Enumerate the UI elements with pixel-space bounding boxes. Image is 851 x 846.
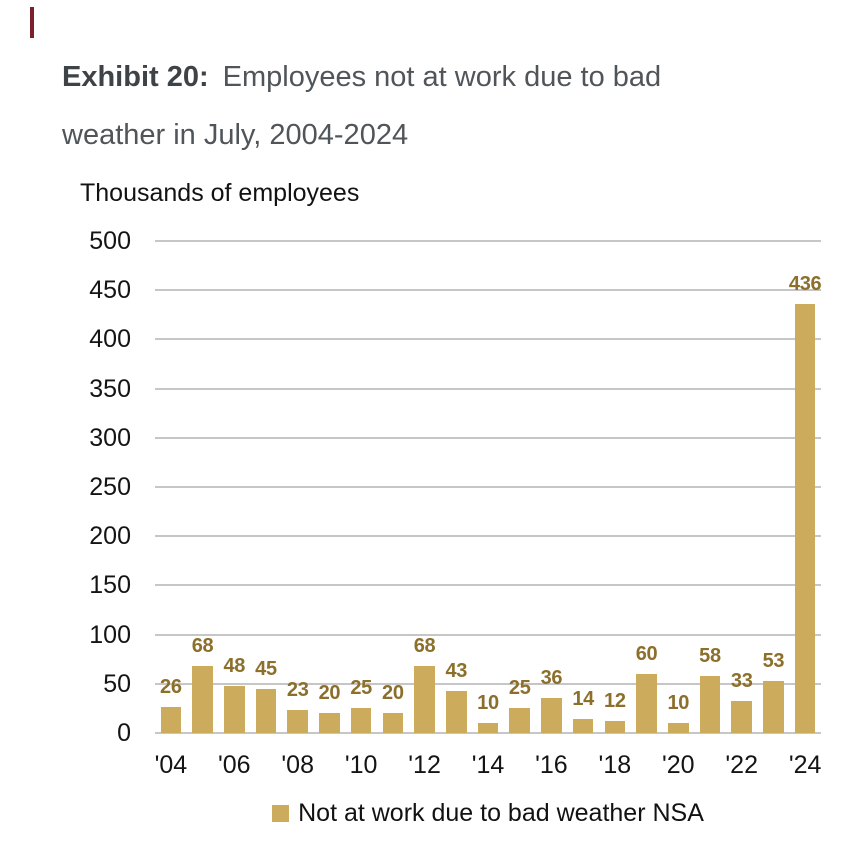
accent-mark [30, 7, 34, 38]
bar-value-label: 26 [160, 676, 182, 699]
y-tick-label: 450 [89, 276, 131, 305]
gridline [155, 732, 821, 734]
bar [541, 697, 562, 733]
x-tick-label: '14 [471, 751, 505, 779]
bar-value-label: 20 [382, 682, 404, 705]
y-axis-labels: 0 50 100 150 200 250 300 350 400 450 500 [50, 227, 131, 747]
y-axis-title: Thousands of employees [80, 179, 360, 207]
x-tick-label: '18 [598, 751, 632, 779]
bar-value-label: 36 [540, 666, 563, 689]
bar [255, 688, 277, 733]
bar-value-label: 33 [730, 669, 753, 692]
x-tick-label: '06 [217, 751, 251, 779]
bar [477, 723, 499, 733]
bar-value-label: 43 [445, 659, 468, 682]
bar [604, 721, 626, 733]
bar-value-label: 10 [667, 692, 690, 715]
bar [699, 675, 721, 733]
y-tick-label: 200 [89, 522, 131, 551]
bar [509, 708, 530, 733]
x-tick-label: '04 [154, 751, 188, 779]
exhibit-title-text: Employees not at work due to bad weather… [62, 61, 662, 151]
legend: Not at work due to bad weather NSA [155, 799, 821, 828]
bar-value-label: 10 [477, 692, 499, 715]
bar-value-label: 25 [508, 677, 531, 700]
x-tick-label: '10 [344, 751, 378, 779]
bar-value-label: 58 [699, 644, 721, 667]
gridline [155, 486, 821, 488]
bar [319, 713, 340, 733]
bar [668, 723, 689, 733]
bar-value-label: 68 [191, 635, 214, 658]
bar [287, 710, 308, 733]
x-tick-label: '22 [725, 751, 758, 779]
legend-swatch [272, 805, 290, 822]
exhibit-title: Exhibit 20: Employees not at work due to … [62, 48, 724, 164]
bar [794, 303, 816, 733]
bar [224, 685, 245, 733]
x-tick-label: '12 [408, 751, 441, 779]
bar [414, 666, 435, 733]
y-tick-label: 150 [89, 571, 131, 600]
bar [160, 707, 182, 733]
bar [572, 719, 594, 733]
y-tick-label: 350 [89, 374, 131, 403]
bar [763, 680, 784, 733]
bar [446, 690, 467, 733]
y-tick-label: 400 [89, 325, 131, 354]
bar-value-label: 12 [604, 690, 626, 713]
gridline [155, 338, 821, 341]
bar [636, 673, 657, 733]
bar [350, 708, 372, 733]
bar-value-label: 68 [413, 635, 436, 658]
bar-value-label: 20 [318, 682, 341, 705]
bar [192, 666, 213, 733]
x-tick-label: '08 [281, 751, 314, 779]
gridline [155, 436, 821, 439]
x-tick-label: '24 [788, 751, 822, 779]
gridline [155, 682, 821, 685]
gridline [155, 584, 821, 587]
bar-value-label: 45 [255, 657, 277, 680]
y-tick-label: 250 [89, 473, 131, 501]
bar-value-label: 48 [223, 654, 246, 677]
gridline [155, 289, 821, 292]
x-tick-label: '16 [535, 751, 568, 779]
y-tick-label: 300 [89, 423, 131, 452]
y-tick-label: 0 [117, 719, 131, 747]
gridline [155, 240, 821, 242]
plot-area: 26 '04 68 48 '06 45 23 '08 20 25 '10 20 68 '12 43 10 '14… [155, 240, 822, 779]
x-tick-label: '20 [661, 751, 695, 779]
exhibit-label: Exhibit 20: [62, 61, 209, 93]
bar [382, 713, 404, 733]
gridline [155, 535, 821, 538]
bar-value-label: 60 [635, 642, 658, 665]
bar-value-label: 23 [286, 679, 309, 702]
bar-value-label: 436 [788, 272, 822, 295]
bar-value-label: 25 [350, 677, 372, 700]
bar-value-label: 14 [572, 688, 594, 711]
y-tick-label: 500 [89, 227, 131, 255]
bar-value-label: 53 [762, 649, 785, 672]
gridline [155, 633, 821, 636]
gridline [155, 387, 821, 390]
bar [731, 700, 752, 733]
y-tick-label: 100 [89, 620, 131, 649]
y-tick-label: 50 [103, 669, 131, 698]
legend-label: Not at work due to bad weather NSA [298, 799, 704, 827]
